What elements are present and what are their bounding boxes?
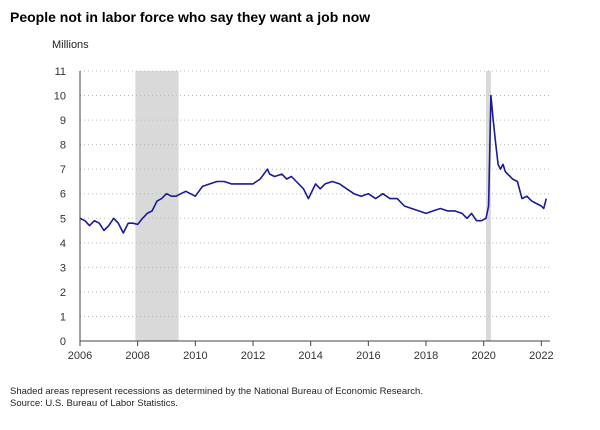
x-tick-label: 2006 <box>68 350 92 362</box>
x-tick-label: 2012 <box>241 350 265 362</box>
recession-band-0 <box>135 71 179 341</box>
y-tick-label: 1 <box>60 311 66 323</box>
chart-title: People not in labor force who say they w… <box>10 9 371 25</box>
y-tick-label: 10 <box>54 91 66 103</box>
x-tick-label: 2014 <box>298 350 322 362</box>
recession-note: Shaded areas represent recessions as det… <box>10 386 423 397</box>
y-tick-label: 8 <box>60 140 66 152</box>
x-tick-label: 2008 <box>125 350 149 362</box>
source-note: Source: U.S. Bureau of Labor Statistics. <box>10 398 178 409</box>
y-axis-unit-label: Millions <box>52 39 89 51</box>
x-tick-label: 2018 <box>414 350 438 362</box>
x-tick-label: 2022 <box>529 350 553 362</box>
x-tick-label: 2016 <box>356 350 380 362</box>
series-line-0 <box>79 94 548 234</box>
chart-notes: Shaded areas represent recessions as det… <box>10 386 423 410</box>
y-tick-label: 3 <box>60 262 66 274</box>
x-tick-label: 2010 <box>183 350 207 362</box>
y-tick-label: 7 <box>60 164 66 176</box>
x-tick-label: 2020 <box>471 350 495 362</box>
y-tick-label: 4 <box>60 238 66 250</box>
y-tick-label: 6 <box>60 189 66 201</box>
y-tick-label: 0 <box>60 336 66 348</box>
y-tick-label: 11 <box>55 66 66 78</box>
y-tick-label: 5 <box>60 213 66 225</box>
y-tick-label: 9 <box>60 115 66 127</box>
y-tick-label: 2 <box>60 287 66 299</box>
